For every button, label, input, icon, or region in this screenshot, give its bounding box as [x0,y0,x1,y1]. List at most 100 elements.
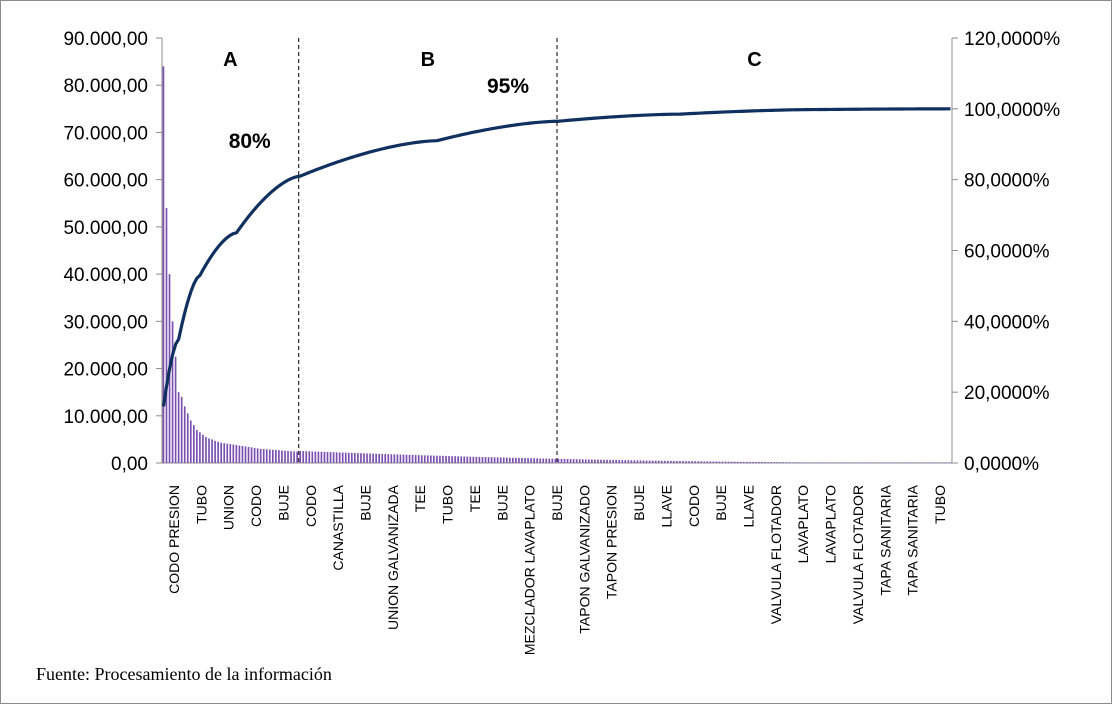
bar [922,462,924,463]
bar [490,457,493,463]
bar [442,455,444,463]
bar [521,457,523,463]
bar [903,462,906,463]
bar [572,459,575,463]
bar [855,462,858,463]
annotation-label: 95% [487,75,529,98]
bar [347,452,350,463]
bar [478,456,481,463]
bar [897,462,900,463]
bar [393,454,396,463]
bar [244,446,247,463]
bar [496,457,499,463]
bar [354,453,356,463]
bar [645,460,648,463]
y-tick-label: 30.000,00 [63,312,148,333]
bar [907,462,909,463]
bar [448,456,450,463]
bar [742,461,745,463]
bar [824,462,827,463]
bar [673,460,675,463]
bar [366,453,368,463]
bar [770,462,772,463]
bar [587,459,590,463]
bar [247,446,250,463]
bar [174,356,177,463]
bar [256,448,259,463]
bar [378,453,381,463]
bar [253,447,256,463]
bar [828,462,830,463]
bar [554,458,557,463]
bar [287,450,289,463]
bar [612,459,614,463]
bar [557,458,560,463]
bar [469,456,472,463]
bar [864,462,867,463]
bar [861,462,864,463]
bar [332,452,335,463]
bar [524,458,526,463]
bar [326,452,329,463]
bar [411,454,414,463]
x-tick-label: TUBO [932,485,948,524]
bar [423,455,426,463]
bar [445,455,447,463]
source-note: Fuente: Procesamiento de la información [36,664,332,684]
bar [417,455,420,463]
bar [663,460,666,463]
bar [545,458,548,463]
bar [460,456,463,463]
bar [192,425,195,463]
bar [290,451,292,463]
y-tick-label: 40.000,00 [63,265,148,286]
bar [223,443,226,463]
bar [630,460,633,463]
y-tick-label: 90.000,00 [63,29,148,50]
bar [390,454,393,463]
bar [600,459,602,463]
bar [581,459,584,463]
bar [235,445,238,463]
bar [666,460,669,463]
bar [697,461,700,463]
bar [818,462,821,463]
bar [320,451,323,463]
bar [311,451,314,463]
bar [196,429,198,463]
bar [314,451,317,463]
x-tick-label: BUJE [358,485,374,521]
bar [262,449,265,463]
bar [357,453,359,463]
bar [891,462,894,463]
bar [369,453,371,463]
bar [700,461,703,463]
zones: A B C [223,38,762,463]
x-tick-label: UNION GALVANIZADA [385,484,401,630]
bar [199,432,201,463]
bar [946,462,949,463]
bar [624,460,627,463]
bar [375,453,377,463]
bar [919,462,921,463]
y-tick-label: 80.000,00 [63,76,148,97]
annotation-label: 80% [229,130,271,153]
bar [457,456,460,463]
bar [794,462,797,463]
bar [363,453,365,463]
bar [776,462,779,463]
bar [420,455,423,463]
bar [785,462,788,463]
x-tick-label: LAVAPLATO [823,485,839,563]
bar [940,462,943,463]
bar [499,457,502,463]
bar [846,462,848,463]
bar [338,452,341,463]
bar [183,406,186,463]
bar [439,455,441,463]
bar [265,449,268,463]
x-tick-label: LLAVE [741,485,757,528]
bar [928,462,930,463]
x-tick-label: TAPON PRESION [604,485,620,599]
bar [429,455,432,463]
